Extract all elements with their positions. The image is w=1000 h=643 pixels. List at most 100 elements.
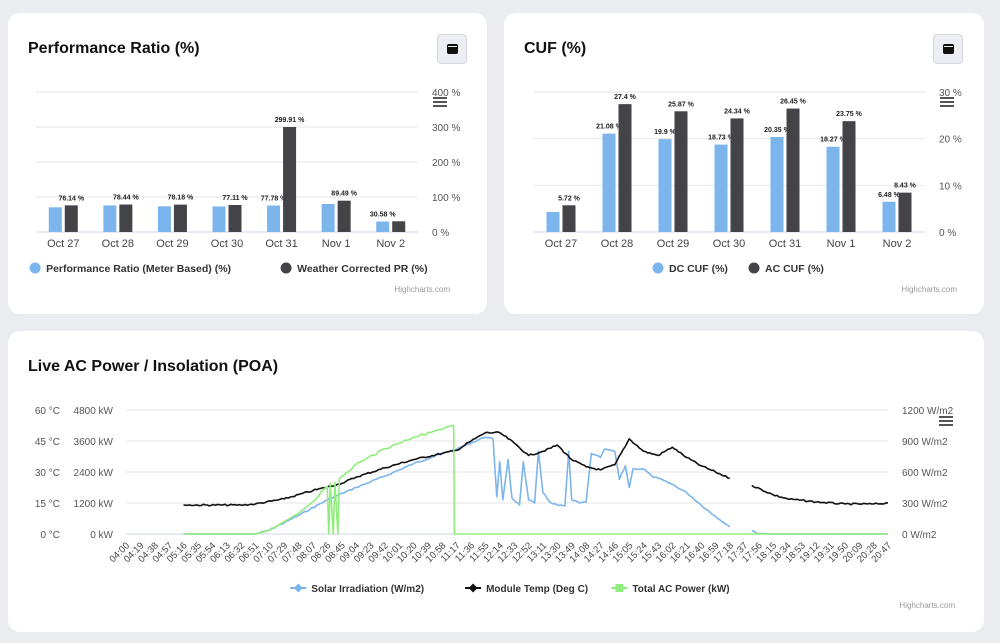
legend-item[interactable]: Performance Ratio (Meter Based) (%) <box>29 262 231 276</box>
bar-series1[interactable] <box>321 204 335 232</box>
bar-series1[interactable] <box>546 211 560 232</box>
card-title: Live AC Power / Insolation (POA) <box>28 358 279 375</box>
irradiation-tick-label: 1200 W/m2 <box>902 406 954 417</box>
legend-square-marker <box>615 584 624 592</box>
bar-series2[interactable] <box>228 205 242 232</box>
data-label: 8.43 % <box>894 183 917 190</box>
legend-diamond-marker <box>293 583 303 593</box>
irradiation-tick-label: 0 W/m2 <box>902 530 937 541</box>
x-tick-label: Nov 1 <box>827 238 856 250</box>
bar-series2[interactable] <box>283 127 297 232</box>
hamburger-menu-icon[interactable] <box>433 97 447 107</box>
bar-series2[interactable] <box>392 221 406 232</box>
y-tick-label: 0 % <box>432 228 449 239</box>
x-tick-label: Oct 27 <box>47 238 79 250</box>
data-label: 78.18 % <box>168 195 194 202</box>
data-label: 19.9 % <box>654 129 677 136</box>
bar-series1[interactable] <box>103 205 117 232</box>
power-tick-label: 2400 kW <box>74 468 114 479</box>
x-tick-label: Oct 28 <box>102 238 134 250</box>
legend-symbol <box>29 262 41 274</box>
data-label: 89.49 % <box>331 191 357 198</box>
date-picker-button[interactable] <box>437 34 467 64</box>
bar-series1[interactable] <box>658 139 672 232</box>
bar-series1[interactable] <box>267 205 281 232</box>
highcharts-credit-link[interactable]: Highcharts.com <box>899 601 955 610</box>
x-tick-label: Oct 31 <box>769 238 801 250</box>
bar-series2[interactable] <box>842 121 856 232</box>
data-label: 18.27 % <box>820 137 846 144</box>
x-tick-label: Nov 2 <box>376 238 405 250</box>
bar-series1[interactable] <box>770 137 784 232</box>
x-tick-label: Oct 27 <box>545 238 577 250</box>
date-picker-button[interactable] <box>933 34 963 64</box>
series-line-module-temp-deg-c[interactable] <box>183 431 730 507</box>
temp-tick-label: 60 °C <box>35 406 60 417</box>
bar-series2[interactable] <box>618 104 632 232</box>
legend-symbol <box>748 262 760 274</box>
bar-series1[interactable] <box>48 207 62 232</box>
series-line-solar-irradiation-w-m[interactable] <box>183 436 731 535</box>
bar-series2[interactable] <box>173 204 187 232</box>
legend-label: DC CUF (%) <box>669 263 728 275</box>
x-tick-label: Oct 30 <box>211 238 243 250</box>
legend-item[interactable]: AC CUF (%) <box>748 262 824 276</box>
x-tick-label: Nov 2 <box>883 238 912 250</box>
legend-symbol <box>652 262 664 274</box>
legend-item[interactable]: DC CUF (%) <box>652 262 728 276</box>
bar-series1[interactable] <box>602 133 616 232</box>
bar-series2[interactable] <box>337 200 351 232</box>
series-line-module-temp-deg-c[interactable] <box>751 484 889 506</box>
bar-series2[interactable] <box>119 204 133 232</box>
y-tick-label: 400 % <box>432 88 460 99</box>
irradiation-tick-label: 900 W/m2 <box>902 437 948 448</box>
power-tick-label: 1200 kW <box>74 499 114 510</box>
power-tick-label: 0 kW <box>90 530 113 541</box>
data-label: 30.58 % <box>370 212 396 219</box>
bar-series1[interactable] <box>157 206 171 232</box>
power-tick-label: 3600 kW <box>74 437 114 448</box>
bar-series1[interactable] <box>714 144 728 232</box>
bar-series2[interactable] <box>64 205 78 232</box>
bar-series2[interactable] <box>786 108 800 232</box>
live-power-card: Live AC Power / Insolation (POA) 0 °C 0 k… <box>8 331 984 632</box>
hamburger-menu-icon[interactable] <box>939 416 953 426</box>
data-label: 18.73 % <box>708 135 734 142</box>
x-tick-label: Oct 29 <box>657 238 689 250</box>
bar-series2[interactable] <box>562 205 576 232</box>
legend-symbol <box>280 262 292 274</box>
hamburger-menu-icon[interactable] <box>940 97 954 107</box>
x-tick-label: Oct 29 <box>156 238 188 250</box>
legend-item[interactable]: Weather Corrected PR (%) <box>280 262 428 276</box>
x-tick-label: Nov 1 <box>322 238 351 250</box>
y-tick-label: 10 % <box>939 181 962 192</box>
legend-item[interactable]: Solar Irradiation (W/m2) <box>290 583 424 596</box>
legend-item[interactable]: Module Temp (Deg C) <box>465 583 588 596</box>
bar-series1[interactable] <box>376 221 390 233</box>
highcharts-credit-link[interactable]: Highcharts.com <box>394 285 450 294</box>
data-label: 27.4 % <box>614 94 637 101</box>
bar-series1[interactable] <box>826 146 840 232</box>
y-tick-label: 100 % <box>432 193 460 204</box>
bar-series2[interactable] <box>730 118 744 232</box>
data-label: 76.14 % <box>58 195 84 202</box>
data-label: 26.45 % <box>780 99 806 106</box>
bar-series2[interactable] <box>674 111 688 232</box>
legend-label: AC CUF (%) <box>765 263 824 275</box>
performance-ratio-card: Performance Ratio (%) 0 % 100 % 200 % 300 %… <box>8 13 487 314</box>
bar-series2[interactable] <box>898 192 912 232</box>
performance-ratio-chart: 0 % 100 % 200 % 300 % 400 % Oct 27 76.14 % Oct … <box>29 88 460 294</box>
y-tick-label: 0 % <box>939 228 956 239</box>
legend-label: Module Temp (Deg C) <box>486 584 588 595</box>
bar-series1[interactable] <box>212 206 226 232</box>
cuf-chart: 0 % 10 % 20 % 30 % Oct 27 5.72 % Oct 28 21.08 %… <box>533 88 962 294</box>
y-tick-label: 30 % <box>939 88 962 99</box>
data-label: 21.08 % <box>596 124 622 131</box>
x-tick-label: Oct 28 <box>601 238 633 250</box>
bar-series1[interactable] <box>882 201 896 232</box>
series-line-total-ac-power-kw[interactable] <box>183 424 889 535</box>
highcharts-credit-link[interactable]: Highcharts.com <box>901 285 957 294</box>
legend-item[interactable]: Total AC Power (kW) <box>611 584 730 595</box>
legend-label: Weather Corrected PR (%) <box>297 263 428 275</box>
y-tick-label: 300 % <box>432 123 460 134</box>
